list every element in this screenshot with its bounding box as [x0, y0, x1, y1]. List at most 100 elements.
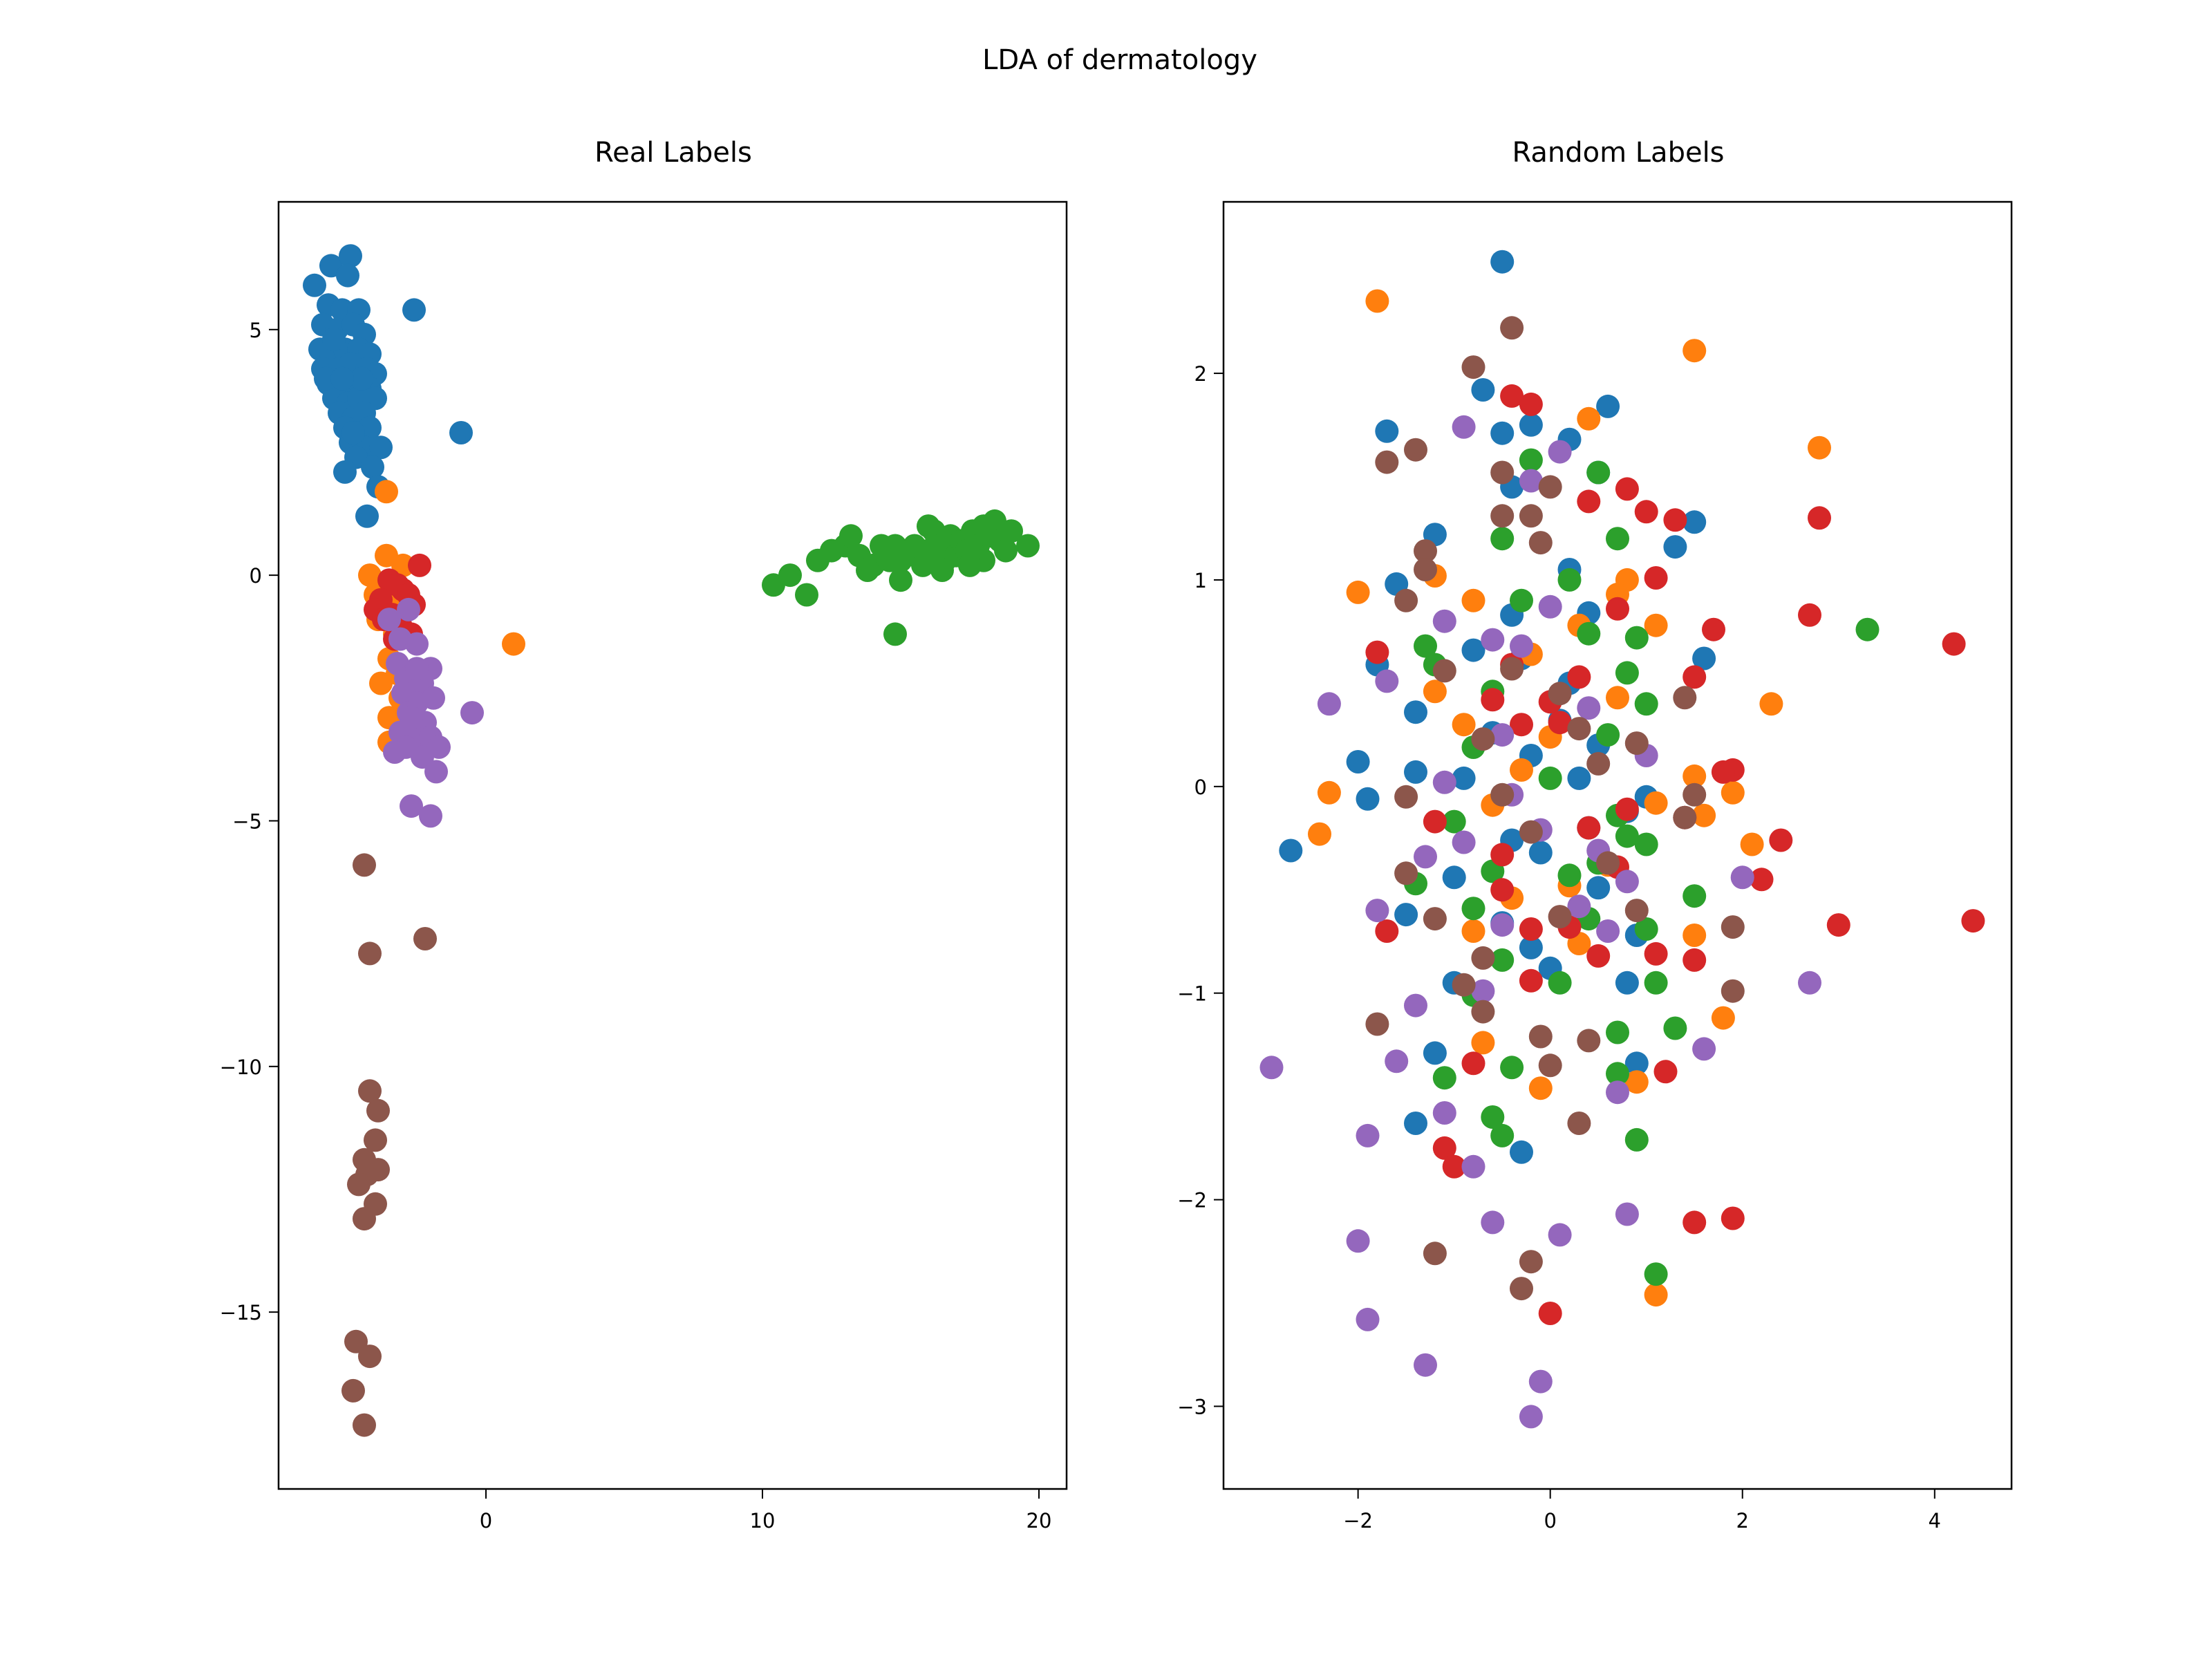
random-labels-point-s5-18	[1471, 727, 1495, 751]
real-labels-point-s3-0	[408, 553, 431, 577]
random-labels-point-s2-1	[1586, 460, 1611, 485]
random-labels-point-s5-16	[1624, 731, 1649, 756]
real-labels-point-s2-35	[930, 559, 954, 582]
random-labels-point-s4-10	[1490, 723, 1515, 747]
random-labels-x-tick-label-3: 4	[1929, 1509, 1941, 1533]
random-labels-point-s3-11	[1942, 632, 1966, 656]
random-labels-point-s4-4	[1481, 628, 1505, 652]
real-labels-point-s0-44	[449, 421, 473, 444]
random-labels-point-s2-34	[1500, 1056, 1524, 1080]
random-labels-point-s1-19	[1721, 780, 1745, 805]
random-labels-point-s0-41	[1423, 1041, 1447, 1065]
random-labels-point-s3-21	[1615, 797, 1639, 821]
random-labels-point-s4-20	[1490, 913, 1515, 937]
real-labels-point-s5-15	[353, 1413, 376, 1437]
random-labels-point-s1-29	[1711, 1006, 1735, 1030]
random-labels-point-s3-24	[1769, 828, 1793, 852]
random-labels-point-s1-15	[1606, 686, 1629, 710]
random-labels-point-s2-30	[1644, 971, 1668, 995]
real-labels-point-s0-47	[350, 366, 373, 391]
real-labels-point-s0-43	[402, 298, 426, 322]
random-labels-point-s3-28	[1750, 868, 1774, 892]
random-labels-point-s2-36	[1481, 1105, 1505, 1129]
random-labels-point-s0-18	[1692, 646, 1716, 671]
random-labels-point-s4-27	[1692, 1037, 1716, 1061]
real-labels-point-s2-37	[856, 559, 879, 582]
random-labels-point-s1-6	[1461, 588, 1485, 612]
real-labels-point-s5-13	[358, 1344, 382, 1369]
real-labels-point-s1-9	[369, 671, 393, 695]
random-labels-point-s3-9	[1606, 597, 1629, 621]
random-labels-point-s3-35	[1683, 948, 1707, 972]
random-labels-point-s4-22	[1567, 894, 1591, 919]
random-labels-point-s3-12	[1365, 640, 1389, 664]
random-labels-point-s4-17	[1730, 865, 1754, 890]
real-labels-point-s4-10	[422, 686, 445, 710]
random-labels-y-tick-label-3: −1	[1177, 982, 1207, 1006]
real-labels-point-s5-11	[353, 1207, 376, 1231]
random-labels-point-s5-17	[1567, 717, 1591, 741]
random-labels-point-s3-5	[1634, 500, 1658, 524]
random-labels-point-s5-31	[1423, 907, 1447, 931]
real-labels-point-s0-45	[314, 366, 337, 391]
random-labels-point-s3-39	[1653, 1060, 1678, 1084]
random-labels-point-s5-0	[1500, 316, 1524, 340]
random-labels-point-s3-7	[1644, 566, 1668, 590]
random-labels-point-s5-22	[1394, 785, 1418, 809]
random-labels-point-s4-33	[1481, 1210, 1505, 1235]
random-labels-point-s4-40	[1519, 1405, 1543, 1429]
random-labels-point-s5-11	[1394, 588, 1418, 612]
random-labels-point-s2-4	[1557, 568, 1582, 592]
real-labels-point-s2-32	[1016, 534, 1040, 558]
real-labels-x-ticks: 0 10 20	[480, 1489, 1051, 1533]
random-labels-point-s2-29	[1490, 948, 1515, 972]
random-labels-point-s1-1	[1683, 339, 1707, 363]
random-labels-point-s0-38	[1519, 935, 1543, 959]
random-labels-point-s3-23	[1577, 816, 1601, 840]
random-labels-point-s5-39	[1519, 1250, 1543, 1274]
real-labels-point-s0-40	[333, 460, 357, 484]
real-labels-y-ticks: 5 0 −5 −10 −15	[220, 319, 279, 1324]
random-labels-point-s3-33	[1519, 917, 1543, 941]
random-labels-y-tick-label-0: 2	[1194, 362, 1207, 386]
real-labels-point-s4-22	[419, 804, 442, 828]
random-labels-point-s2-2	[1606, 527, 1629, 551]
random-labels-point-s4-35	[1615, 1202, 1639, 1226]
random-labels-y-tick-label-1: 1	[1194, 569, 1207, 592]
random-labels-point-s5-9	[1414, 539, 1437, 563]
random-labels-point-s3-43	[1721, 1206, 1745, 1230]
real-labels-point-s5-4	[366, 1098, 390, 1123]
random-labels-point-s5-7	[1490, 504, 1515, 528]
random-labels-point-s2-20	[1634, 832, 1658, 856]
random-labels-point-s2-26	[1461, 897, 1485, 921]
random-labels-point-s5-24	[1596, 851, 1620, 875]
real-labels-point-s0-2	[339, 244, 362, 268]
random-labels-point-s5-27	[1624, 899, 1649, 923]
random-labels-point-s4-1	[1548, 440, 1572, 464]
random-labels-point-s0-31	[1528, 841, 1553, 865]
random-labels-point-s0-25	[1404, 760, 1427, 784]
random-labels-point-s1-12	[1423, 679, 1447, 704]
real-labels-point-s4-19	[383, 740, 406, 764]
plot-random-labels: Random Labels −2 0 2 4 2 1 0 −1 −2 −3	[1177, 137, 2013, 1533]
random-labels-point-s4-3	[1432, 609, 1456, 633]
random-labels-point-s5-12	[1500, 657, 1524, 681]
real-labels-point-s0-3	[336, 263, 359, 288]
real-labels-point-s5-9	[347, 1172, 371, 1197]
real-labels-point-s2-31	[1000, 519, 1023, 543]
random-labels-y-tick-label-2: 0	[1194, 776, 1207, 799]
random-labels-point-s4-38	[1414, 1353, 1437, 1377]
random-labels-point-s3-36	[1519, 968, 1543, 993]
random-labels-point-s0-28	[1356, 787, 1380, 811]
random-labels-point-s3-26	[1490, 843, 1515, 867]
random-labels-point-s2-28	[1634, 917, 1658, 941]
real-labels-point-s4-1	[397, 597, 420, 621]
random-labels-point-s5-30	[1471, 946, 1495, 970]
random-labels-point-s1-23	[1740, 832, 1764, 856]
real-labels-y-tick-label-2: −5	[232, 809, 262, 833]
subplot-title-real-labels: Real Labels	[594, 137, 752, 169]
random-labels-point-s0-43	[1404, 1112, 1427, 1135]
random-labels-point-s0-17	[1461, 638, 1485, 662]
random-labels-point-s5-15	[1432, 659, 1456, 683]
